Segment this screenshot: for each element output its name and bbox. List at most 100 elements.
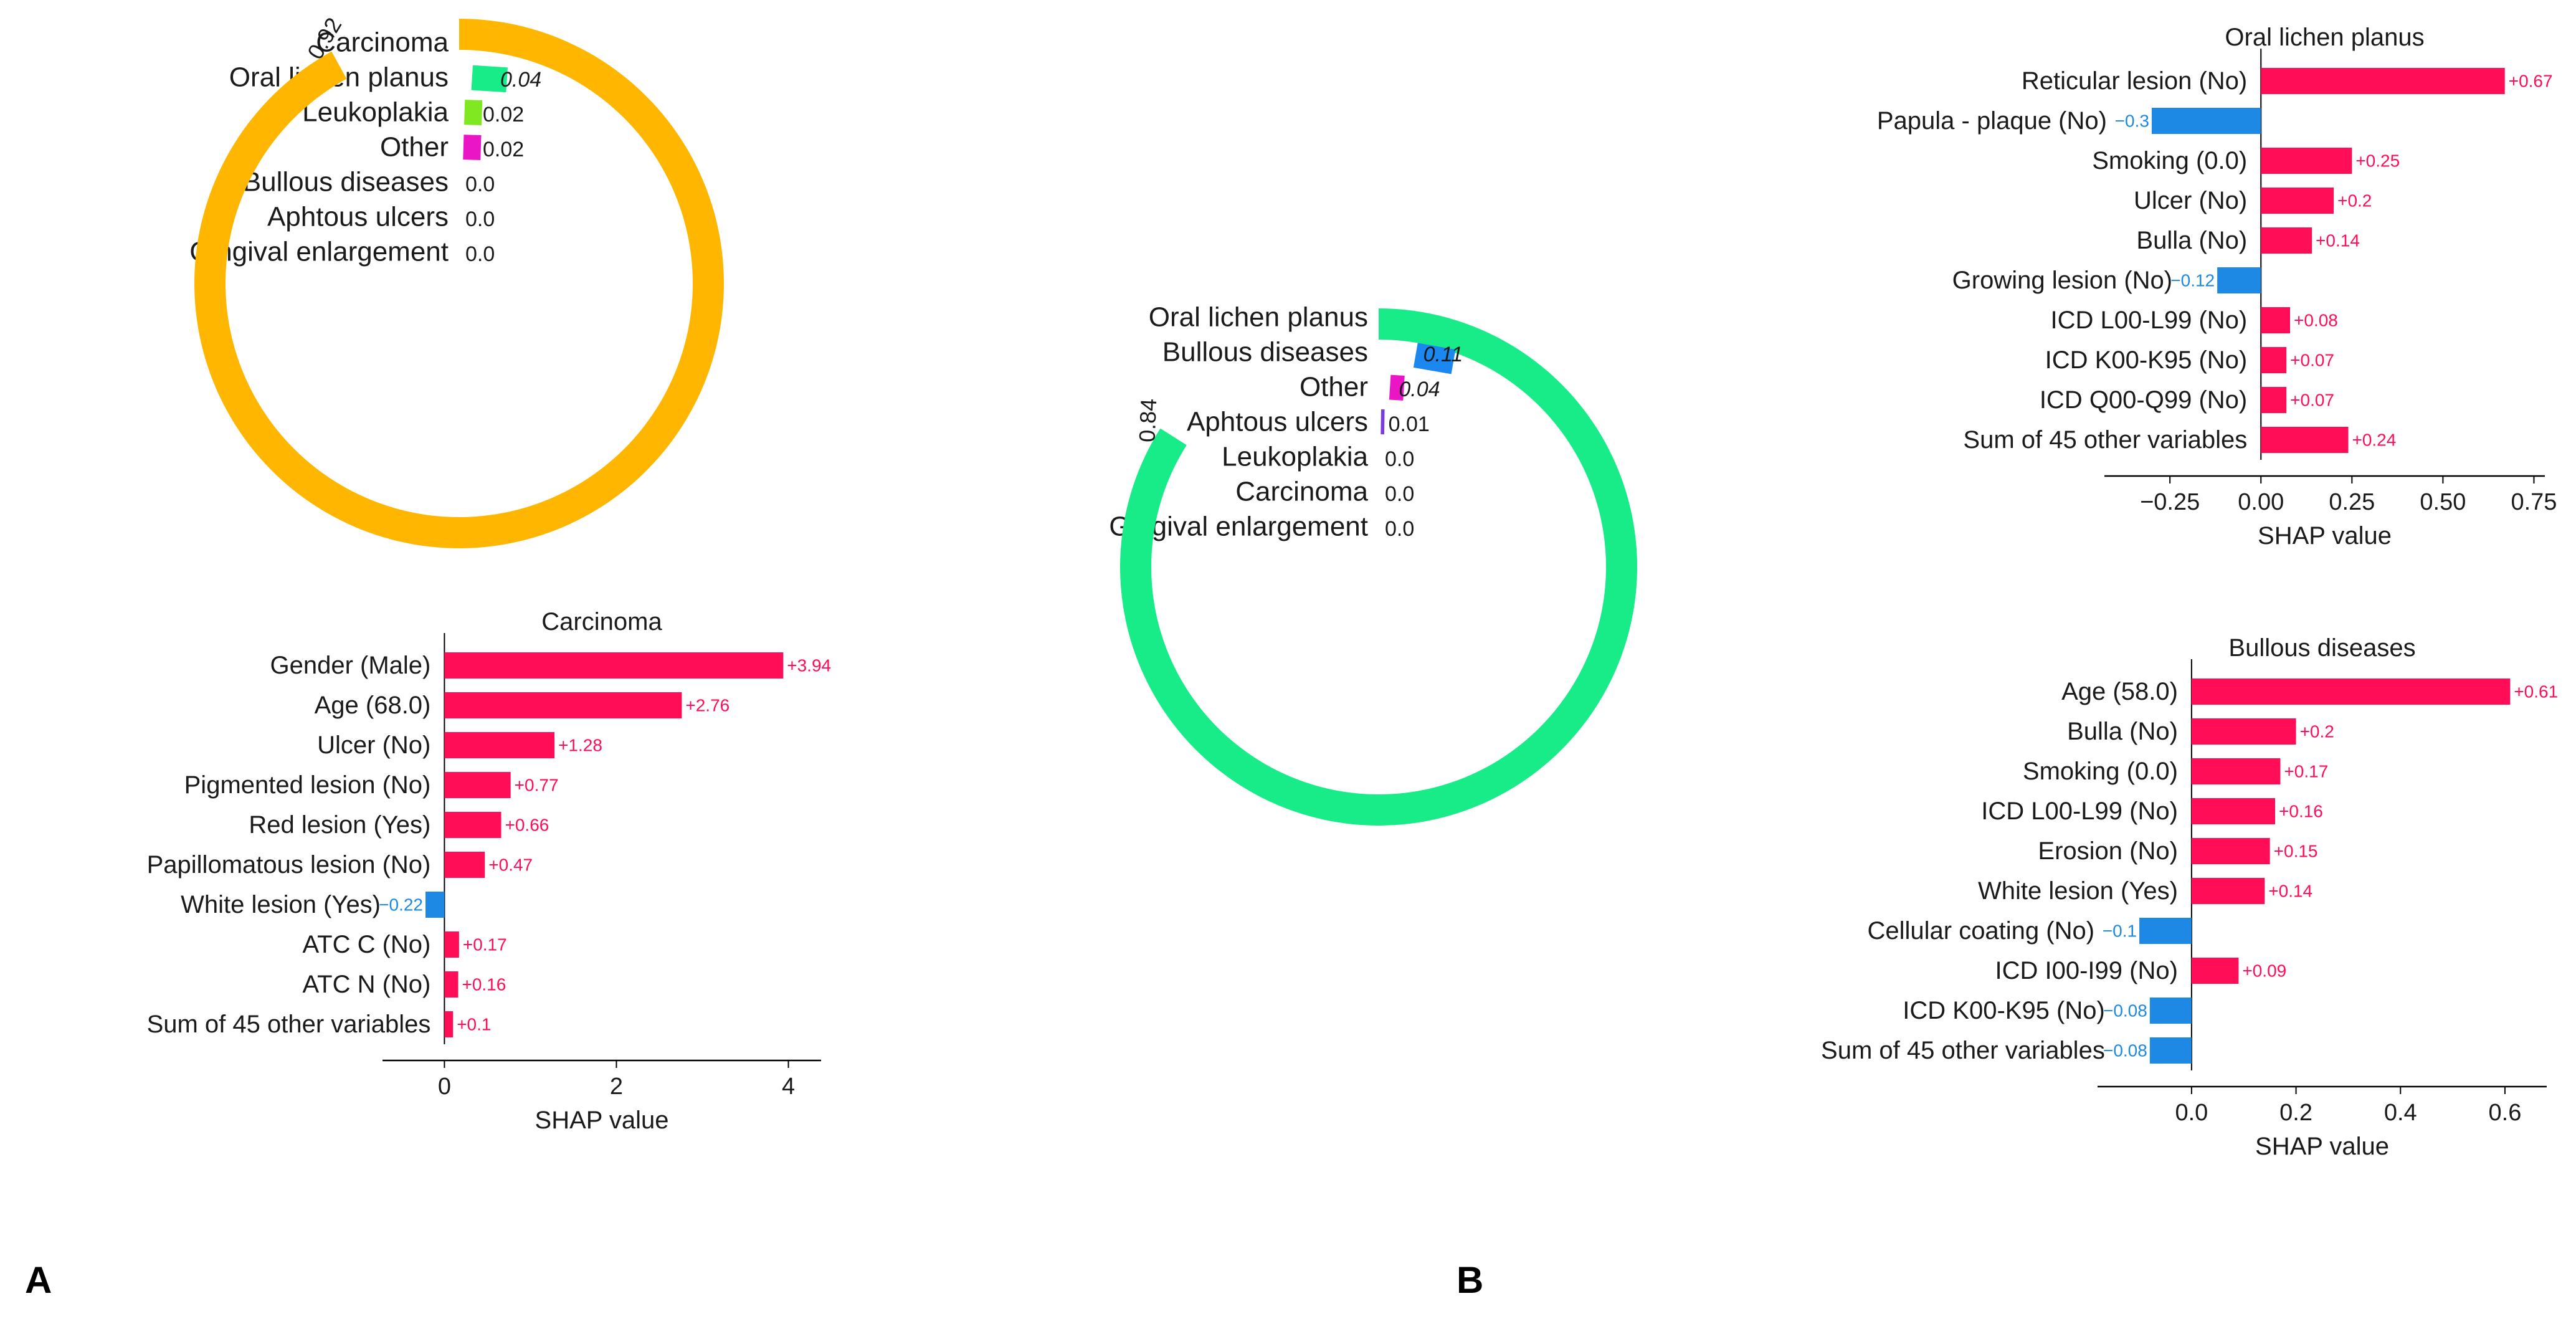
panel-label-b: B (1457, 1259, 1483, 1301)
x-tick-label: 4 (782, 1074, 795, 1100)
bar-sum-of-45-other-variables (2149, 1037, 2192, 1064)
band-value-aphtous-ulcers: 0.01 (1389, 412, 1430, 436)
feature-label: White lesion (Yes) (181, 891, 381, 918)
value-label: +3.94 (787, 656, 831, 675)
class-label-bullous-diseases: Bullous diseases (243, 167, 449, 198)
x-tick-label: 0.4 (2384, 1100, 2417, 1126)
value-label: +0.15 (2274, 842, 2318, 861)
value-label: +0.09 (2242, 961, 2286, 981)
bar-bulla-no (2191, 718, 2296, 745)
bar-sum-of-45-other-variables (444, 1011, 454, 1037)
value-label: +0.16 (2279, 802, 2323, 821)
value-label: −0.08 (2103, 1041, 2147, 1060)
bar-bulla-no (2261, 227, 2312, 254)
x-tick-label: 0.75 (2511, 489, 2557, 515)
class-label-carcinoma: Carcinoma (316, 27, 449, 58)
value-label: +0.67 (2509, 72, 2553, 91)
value-label: +0.07 (2290, 391, 2334, 410)
feature-label: Pigmented lesion (No) (184, 771, 431, 799)
x-tick-label: 0.25 (2329, 489, 2375, 515)
band-oral-lichen-planus (471, 65, 508, 93)
value-label: +0.1 (457, 1015, 491, 1034)
band-value-other: 0.02 (483, 138, 524, 161)
class-label-carcinoma: Carcinoma (1235, 477, 1368, 507)
value-label: +0.16 (462, 975, 506, 994)
bar-icd-l00-l99-no (2261, 307, 2290, 333)
band-leukoplakia (464, 100, 483, 126)
band-aphtous-ulcers (1381, 409, 1385, 435)
band-value-oral-lichen-planus: 0.04 (500, 68, 541, 92)
feature-label: Papillomatous lesion (No) (147, 851, 431, 879)
bar-pigmented-lesion-no (444, 772, 511, 798)
feature-label: Cellular coating (No) (1867, 917, 2094, 945)
bar-smoking-0-0 (2261, 148, 2352, 174)
class-label-other: Other (1300, 372, 1368, 402)
bar-atc-c-no (444, 931, 459, 958)
value-label: +0.07 (2290, 351, 2334, 370)
feature-label: Papula - plaque (No) (1877, 107, 2107, 135)
band-value-bullous-diseases: 0.0 (465, 173, 495, 196)
value-label: −0.12 (2170, 271, 2215, 290)
feature-label: Erosion (No) (2038, 837, 2178, 865)
feature-label: Bulla (No) (2067, 718, 2178, 745)
class-label-aphtous-ulcers: Aphtous ulcers (1187, 407, 1368, 437)
class-label-bullous-diseases: Bullous diseases (1162, 337, 1368, 368)
bar-icd-k00-k95-no (2261, 347, 2287, 373)
bar-reticular-lesion-no (2261, 68, 2505, 94)
feature-label: Sum of 45 other variables (147, 1011, 431, 1038)
bar-gender-male (444, 652, 784, 679)
value-label: +0.14 (2268, 882, 2312, 901)
x-axis-title: SHAP value (2255, 1133, 2389, 1160)
feature-label: ICD I00-I99 (No) (1995, 957, 2177, 984)
band-value-other: 0.04 (1399, 378, 1440, 401)
chart-title: Carcinoma (541, 608, 662, 636)
value-label: −0.1 (2103, 922, 2137, 941)
arc-oral-lichen-planus (1120, 308, 1637, 826)
bar-white-lesion-yes (2191, 878, 2265, 904)
bar-papillomatous-lesion-no (444, 852, 485, 878)
bar-icd-q00-q99-no (2261, 387, 2287, 413)
feature-label: Reticular lesion (No) (2022, 67, 2247, 95)
bar-age-68-0 (444, 692, 682, 718)
value-label: +0.25 (2355, 151, 2400, 171)
x-tick-label: 0.00 (2238, 489, 2284, 515)
feature-label: Age (58.0) (2061, 678, 2178, 705)
bar-red-lesion-yes (444, 812, 501, 838)
bar-age-58-0 (2191, 679, 2511, 705)
bar-ulcer-no (444, 732, 555, 758)
feature-label: White lesion (Yes) (1978, 877, 2178, 905)
bar-ulcer-no (2261, 188, 2334, 214)
class-label-other: Other (380, 132, 449, 163)
feature-label: Bulla (No) (2136, 227, 2247, 254)
bar-erosion-no (2191, 838, 2270, 864)
feature-label: ICD K00-K95 (No) (1903, 997, 2105, 1024)
bar-sum-of-45-other-variables (2261, 427, 2349, 453)
class-label-aphtous-ulcers: Aphtous ulcers (267, 202, 449, 232)
feature-label: Gender (Male) (270, 652, 431, 679)
feature-label: Smoking (0.0) (2092, 147, 2247, 174)
feature-label: Sum of 45 other variables (1821, 1037, 2105, 1064)
x-tick-label: 0.6 (2489, 1100, 2522, 1126)
x-tick-label: 0.2 (2279, 1100, 2312, 1126)
band-value-gingival-enlargement: 0.0 (1385, 517, 1414, 541)
value-label: −0.3 (2115, 112, 2149, 131)
class-label-leukoplakia: Leukoplakia (1222, 442, 1368, 472)
value-label: +0.24 (2352, 431, 2396, 450)
x-axis-title: SHAP value (2258, 522, 2392, 550)
radial-chart-lichen-case: Oral lichen planus Bullous diseases Other A… (1109, 302, 1637, 826)
panel-label-a: A (25, 1259, 52, 1301)
arc-value-oral-lichen-planus: 0.84 (1134, 398, 1161, 443)
band-value-carcinoma: 0.0 (1385, 482, 1414, 506)
bar-papula-plaque-no (2151, 108, 2261, 134)
feature-label: Red lesion (Yes) (249, 811, 430, 839)
value-label: +0.61 (2514, 682, 2558, 702)
shap-bar-chart-bullous-diseases: Bullous diseases Age (58.0) +0.61 Bulla (No… (1821, 634, 2558, 1160)
value-label: +2.76 (685, 696, 730, 715)
x-tick-label: −0.25 (2140, 489, 2200, 515)
value-label: +0.17 (463, 935, 507, 955)
band-value-leukoplakia: 0.0 (1385, 447, 1414, 471)
bar-growing-lesion-no (2217, 267, 2261, 293)
band-value-gingival-enlargement: 0.0 (465, 242, 495, 266)
bar-icd-i00-i99-no (2191, 958, 2239, 984)
